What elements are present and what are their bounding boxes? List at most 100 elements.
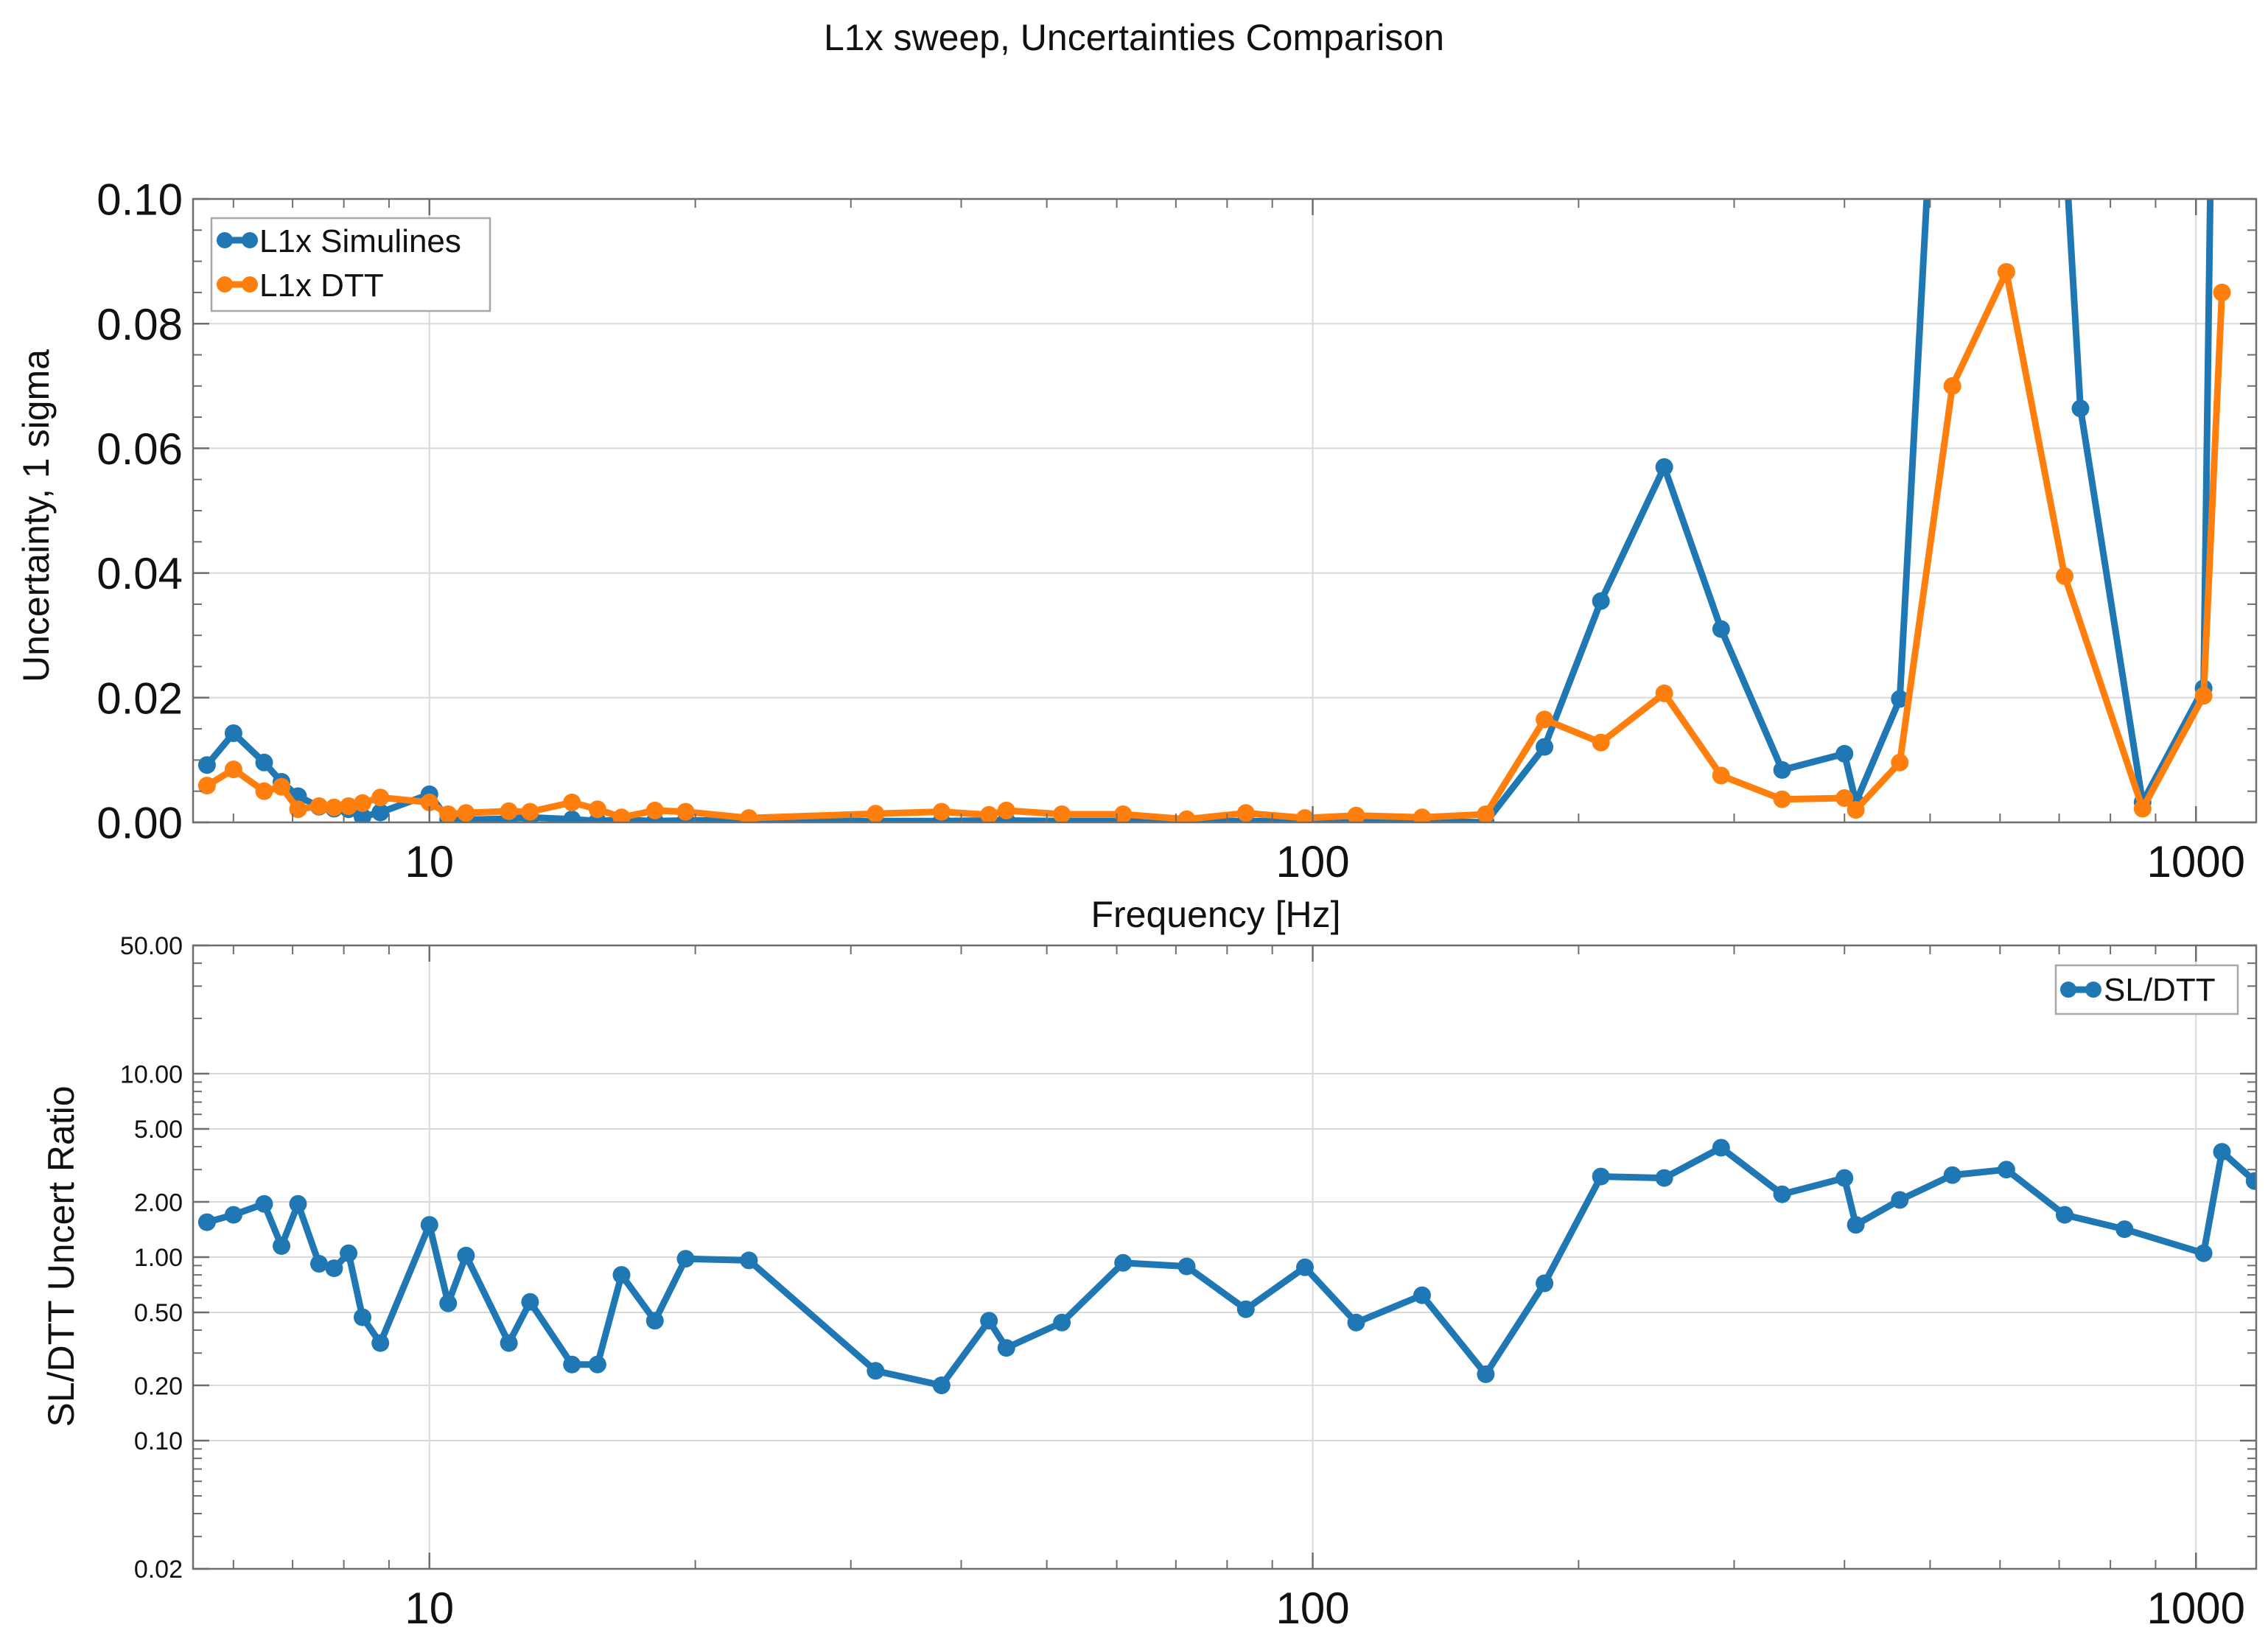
series-0-point [980, 1312, 998, 1330]
series-0-point [500, 1334, 518, 1352]
series-1-point [310, 797, 328, 815]
series-1-point [289, 800, 307, 819]
y-tick-label: 0.02 [97, 674, 183, 723]
series-0-point [676, 1250, 695, 1268]
series-1-point [1296, 809, 1314, 822]
x-tick-label: 100 [1275, 837, 1349, 886]
series-1-point [1114, 805, 1133, 822]
legend-box [210, 217, 491, 312]
series-0-point [354, 808, 371, 822]
series-1-point [1053, 805, 1071, 822]
series-1-point [1347, 806, 1365, 822]
series-0-point [1835, 744, 1854, 763]
legend-marker-ratio-end [2085, 982, 2101, 998]
series-0-point [1236, 1300, 1255, 1318]
series-0-point [1847, 1216, 1865, 1234]
series-0-point [1053, 1313, 1071, 1332]
series-1-point [1236, 804, 1255, 822]
series-0-point [612, 1266, 631, 1284]
series-1-point [676, 802, 695, 821]
ratio-plot: 10 100 1000 0.02 0.10 0.20 0.50 1.00 2.00 5.00 10.… [41, 932, 2258, 1633]
series-0-point [997, 1339, 1015, 1357]
series-1-point [197, 777, 216, 795]
series-0-point [1891, 1191, 1909, 1209]
series-1-point [997, 801, 1015, 819]
series-1-point [1655, 684, 1673, 702]
series-0-point [1296, 1258, 1314, 1276]
uncertainty-plot-series-layer [197, 199, 2231, 822]
series-1-point [1177, 810, 1196, 822]
series-0-point [1592, 1167, 1610, 1186]
series-1-point [255, 782, 273, 800]
series-0-point [420, 1216, 438, 1234]
series-1-point [439, 805, 458, 822]
series-0-point [2071, 399, 2090, 418]
series-1-point [2133, 800, 2152, 818]
series-0-point [563, 810, 581, 822]
series-0-point [1477, 1365, 1495, 1383]
uncertainty-plot-xlabel: Frequency [Hz] [1091, 894, 1340, 935]
series-0-point [273, 1237, 290, 1255]
series-0-point [867, 1362, 885, 1380]
x-tick-label: 1000 [2147, 837, 2245, 886]
x-tick-label: 10 [405, 837, 454, 886]
series-0-point [1655, 458, 1673, 476]
legend-label-simulines: L1x Simulines [259, 223, 461, 259]
y-tick-label: 0.50 [134, 1299, 183, 1327]
series-0-point [1114, 1253, 1133, 1272]
series-0-point [1592, 592, 1610, 610]
y-tick-label: 0.08 [97, 300, 183, 349]
series-1-point [1773, 790, 1791, 808]
series-0-point [310, 1255, 328, 1273]
y-tick-label: 1.00 [134, 1244, 183, 1272]
y-tick-label: 50.00 [120, 932, 183, 960]
x-tick-label: 10 [405, 1584, 454, 1633]
series-0-point [224, 1206, 242, 1224]
uncertainty-plot-ylabel: Uncertainty, 1 sigma [15, 349, 57, 682]
series-0-point [521, 1293, 539, 1311]
series-0-point [2056, 1206, 2073, 1224]
y-tick-label: 0.04 [97, 549, 183, 598]
series-1-point [457, 804, 475, 822]
series-0-point [1536, 738, 1554, 756]
ratio-plot-ticks: 10 100 1000 0.02 0.10 0.20 0.50 1.00 2.00 5.00 10.… [120, 932, 2256, 1633]
y-tick-label: 0.20 [134, 1372, 183, 1400]
series-1-point [1997, 263, 2015, 281]
legend-marker-dtt-end [242, 276, 258, 293]
series-0-point [1997, 1161, 2015, 1179]
series-0-point [1712, 1138, 1730, 1157]
series-0-point [340, 1244, 358, 1262]
y-tick-label: 0.10 [134, 1427, 183, 1455]
series-1-point [500, 802, 518, 820]
legend-marker-ratio [2060, 982, 2076, 998]
series-1-point [1835, 789, 1854, 807]
series-0-point [197, 1213, 216, 1231]
series-0-point [588, 1355, 606, 1374]
series-0-point [1943, 1166, 1961, 1184]
x-tick-label: 1000 [2147, 1584, 2245, 1633]
series-1-point [1477, 805, 1495, 822]
legend-marker-simulines [217, 232, 233, 248]
series-1-point [932, 802, 951, 821]
series-0-point [197, 756, 216, 774]
series-1-point [354, 794, 371, 812]
series-1-point [612, 808, 631, 822]
series-0-point [932, 1377, 951, 1394]
series-0-point [371, 1334, 390, 1352]
y-tick-label: 0.00 [97, 799, 183, 848]
uncertainty-plot-legend: L1x Simulines L1x DTT [210, 217, 491, 312]
series-1-point [420, 793, 438, 811]
series-0-point [439, 1294, 458, 1312]
series-0-point [1773, 760, 1791, 779]
series-0-point [354, 1308, 371, 1326]
uncertainty-plot: 10 100 1000 0.00 0.02 0.04 0.06 0.08 0.10 Freque… [15, 175, 2258, 935]
y-tick-label: 0.10 [97, 175, 183, 225]
series-1-point [740, 809, 758, 822]
series-1-point [1891, 753, 1909, 772]
series-0-point [2245, 1172, 2256, 1190]
series-0-point [371, 803, 390, 822]
series-1-point [2194, 687, 2213, 705]
ratio-plot-series-layer [197, 1138, 2256, 1394]
y-tick-label: 2.00 [134, 1189, 183, 1217]
